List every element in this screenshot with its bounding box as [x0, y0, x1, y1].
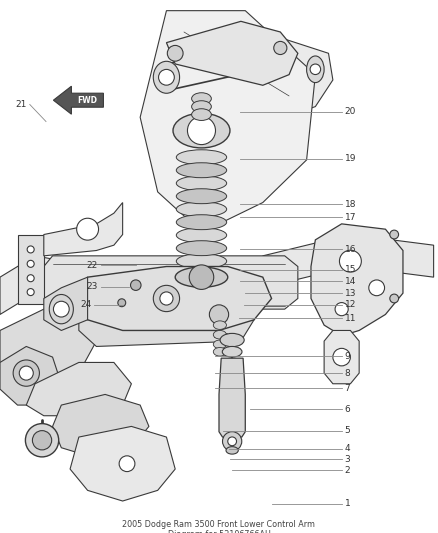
Circle shape: [19, 366, 33, 380]
Text: 11: 11: [345, 314, 356, 322]
Text: 2: 2: [345, 466, 350, 474]
Text: 19: 19: [345, 155, 356, 163]
Text: 3: 3: [345, 455, 350, 464]
Ellipse shape: [175, 267, 228, 287]
Polygon shape: [219, 32, 333, 117]
Circle shape: [32, 431, 52, 450]
Text: 4: 4: [345, 445, 350, 453]
Ellipse shape: [307, 56, 324, 83]
Circle shape: [27, 288, 34, 296]
Circle shape: [333, 349, 350, 366]
Polygon shape: [44, 203, 123, 256]
Ellipse shape: [192, 109, 211, 120]
Ellipse shape: [176, 150, 227, 165]
Ellipse shape: [213, 340, 226, 349]
Circle shape: [160, 292, 173, 305]
Text: 21: 21: [15, 100, 27, 109]
Polygon shape: [140, 11, 315, 224]
Circle shape: [153, 285, 180, 312]
Ellipse shape: [192, 101, 211, 112]
Text: 23: 23: [86, 282, 98, 291]
Circle shape: [13, 360, 39, 386]
Ellipse shape: [176, 189, 227, 204]
Circle shape: [390, 230, 399, 239]
Polygon shape: [53, 86, 103, 114]
Polygon shape: [219, 358, 245, 437]
Text: 7: 7: [345, 384, 350, 392]
Polygon shape: [79, 298, 254, 346]
Polygon shape: [0, 256, 228, 325]
Ellipse shape: [213, 330, 226, 339]
Text: 12: 12: [345, 301, 356, 309]
Ellipse shape: [173, 114, 230, 148]
Circle shape: [25, 424, 59, 457]
Ellipse shape: [176, 254, 227, 269]
Text: 17: 17: [345, 213, 356, 222]
Text: 18: 18: [345, 200, 356, 208]
Circle shape: [223, 432, 242, 451]
Circle shape: [118, 299, 126, 306]
Text: 13: 13: [345, 289, 356, 297]
Polygon shape: [44, 256, 298, 309]
Text: 8: 8: [345, 369, 350, 377]
Circle shape: [390, 294, 399, 303]
Ellipse shape: [213, 348, 226, 356]
Ellipse shape: [176, 201, 227, 216]
Polygon shape: [324, 330, 359, 384]
Ellipse shape: [213, 321, 226, 329]
Polygon shape: [166, 21, 298, 85]
Ellipse shape: [176, 163, 227, 177]
Text: 6: 6: [345, 405, 350, 414]
Circle shape: [131, 280, 141, 290]
Ellipse shape: [176, 176, 227, 191]
Polygon shape: [18, 235, 44, 304]
Circle shape: [27, 274, 34, 282]
Circle shape: [187, 117, 215, 144]
Ellipse shape: [176, 241, 227, 256]
Polygon shape: [26, 362, 131, 416]
Polygon shape: [0, 346, 61, 405]
Text: 22: 22: [86, 261, 98, 270]
Ellipse shape: [176, 215, 227, 230]
Circle shape: [189, 265, 214, 289]
Polygon shape: [53, 394, 149, 458]
Circle shape: [209, 305, 229, 324]
Text: 5: 5: [345, 426, 350, 435]
Text: FWD: FWD: [78, 96, 97, 104]
Text: 20: 20: [345, 108, 356, 116]
Text: 24: 24: [80, 301, 91, 309]
Text: 14: 14: [345, 277, 356, 286]
Polygon shape: [70, 426, 175, 501]
Circle shape: [274, 42, 287, 54]
Ellipse shape: [223, 346, 242, 357]
Circle shape: [335, 303, 348, 316]
Circle shape: [77, 218, 99, 240]
Circle shape: [119, 456, 135, 472]
Circle shape: [53, 301, 69, 317]
Polygon shape: [311, 224, 403, 336]
Ellipse shape: [226, 447, 238, 454]
Ellipse shape: [153, 61, 180, 93]
Circle shape: [27, 260, 34, 268]
Ellipse shape: [220, 334, 244, 347]
Text: 2005 Dodge Ram 3500 Front Lower Control Arm
Diagram for 52106766AH: 2005 Dodge Ram 3500 Front Lower Control …: [123, 520, 315, 533]
Circle shape: [310, 64, 321, 75]
Circle shape: [369, 280, 385, 296]
Text: 15: 15: [345, 265, 356, 274]
Text: 16: 16: [345, 245, 356, 254]
Polygon shape: [263, 235, 434, 288]
Text: 1: 1: [345, 499, 350, 508]
Polygon shape: [44, 277, 88, 330]
Polygon shape: [74, 266, 272, 330]
Ellipse shape: [176, 228, 227, 243]
Text: 9: 9: [345, 352, 350, 360]
Circle shape: [228, 437, 237, 446]
Circle shape: [167, 45, 183, 61]
Circle shape: [159, 69, 174, 85]
Ellipse shape: [192, 93, 211, 104]
Polygon shape: [0, 309, 96, 394]
Ellipse shape: [49, 294, 74, 324]
Circle shape: [339, 250, 361, 272]
Circle shape: [27, 246, 34, 253]
